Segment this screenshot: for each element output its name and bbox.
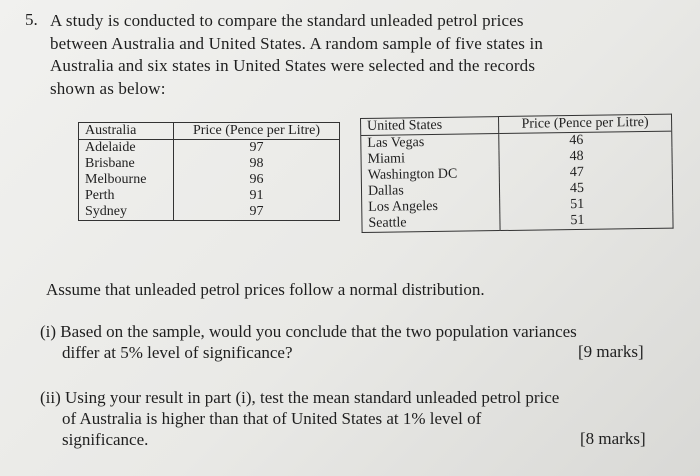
table-row: Brisbane 98	[79, 156, 340, 172]
state-cell: Perth	[85, 188, 115, 203]
price-cell: 98	[173, 156, 340, 172]
table-header-row: Australia Price (Pence per Litre)	[78, 122, 340, 140]
part-ii: (ii) Using your result in part (i), test…	[40, 387, 559, 450]
column-header-state: United States	[360, 116, 499, 136]
part-ii-text: Using your result in part (i), test the …	[65, 388, 560, 407]
intro-line: between Australia and United States. A r…	[50, 33, 543, 53]
price-cell: 51	[499, 211, 674, 231]
column-header-price: Price (Pence per Litre)	[498, 114, 672, 134]
state-cell: Adelaide	[85, 140, 136, 155]
part-ii-marks: [8 marks]	[580, 429, 646, 448]
part-i-marks: [9 marks]	[578, 342, 644, 361]
state-cell: Dallas	[367, 183, 404, 199]
part-i: (i) Based on the sample, would you concl…	[40, 321, 577, 363]
part-i-text: Based on the sample, would you conclude …	[60, 322, 577, 341]
state-cell: Los Angeles	[368, 198, 438, 215]
table-row: Sydney 97	[79, 204, 340, 221]
state-cell: Brisbane	[85, 156, 135, 171]
column-header-state: Australia	[78, 122, 174, 140]
part-ii-line-3: significance.	[62, 430, 149, 449]
united-states-price-table: United States Price (Pence per Litre) La…	[360, 113, 674, 233]
table-row: Perth 91	[79, 188, 340, 204]
part-ii-line-1: (ii) Using your result in part (i), test…	[40, 387, 559, 408]
normality-assumption: Assume that unleaded petrol prices follo…	[46, 280, 485, 299]
state-cell: Seattle	[368, 215, 407, 231]
column-header-price: Price (Pence per Litre)	[173, 122, 340, 140]
state-cell: Miami	[367, 151, 406, 167]
intro-line: shown as below:	[50, 78, 166, 98]
state-cell: Las Vegas	[367, 135, 425, 151]
question-number: 5.	[25, 10, 38, 29]
price-cell: 91	[173, 188, 340, 204]
part-i-line-2: differ at 5% level of significance?	[62, 343, 293, 362]
part-ii-line-2: of Australia is higher than that of Unit…	[62, 409, 482, 428]
intro-line: A study is conducted to compare the stan…	[50, 11, 524, 30]
price-cell: 97	[173, 139, 340, 156]
question-intro: A study is conducted to compare the stan…	[50, 10, 660, 100]
state-cell: Sydney	[85, 204, 127, 219]
intro-line: Australia and six states in United State…	[50, 56, 536, 75]
part-ii-label: (ii)	[40, 388, 61, 407]
state-cell: Washington DC	[367, 166, 458, 183]
price-cell: 97	[173, 204, 340, 221]
table-row: Adelaide 97	[79, 139, 340, 156]
price-cell: 96	[173, 172, 340, 188]
table-row: Melbourne 96	[79, 172, 340, 188]
state-cell: Melbourne	[85, 172, 147, 187]
part-i-label: (i)	[40, 322, 57, 341]
australia-price-table: Australia Price (Pence per Litre) Adelai…	[78, 122, 340, 221]
part-i-line-1: (i) Based on the sample, would you concl…	[40, 321, 577, 342]
